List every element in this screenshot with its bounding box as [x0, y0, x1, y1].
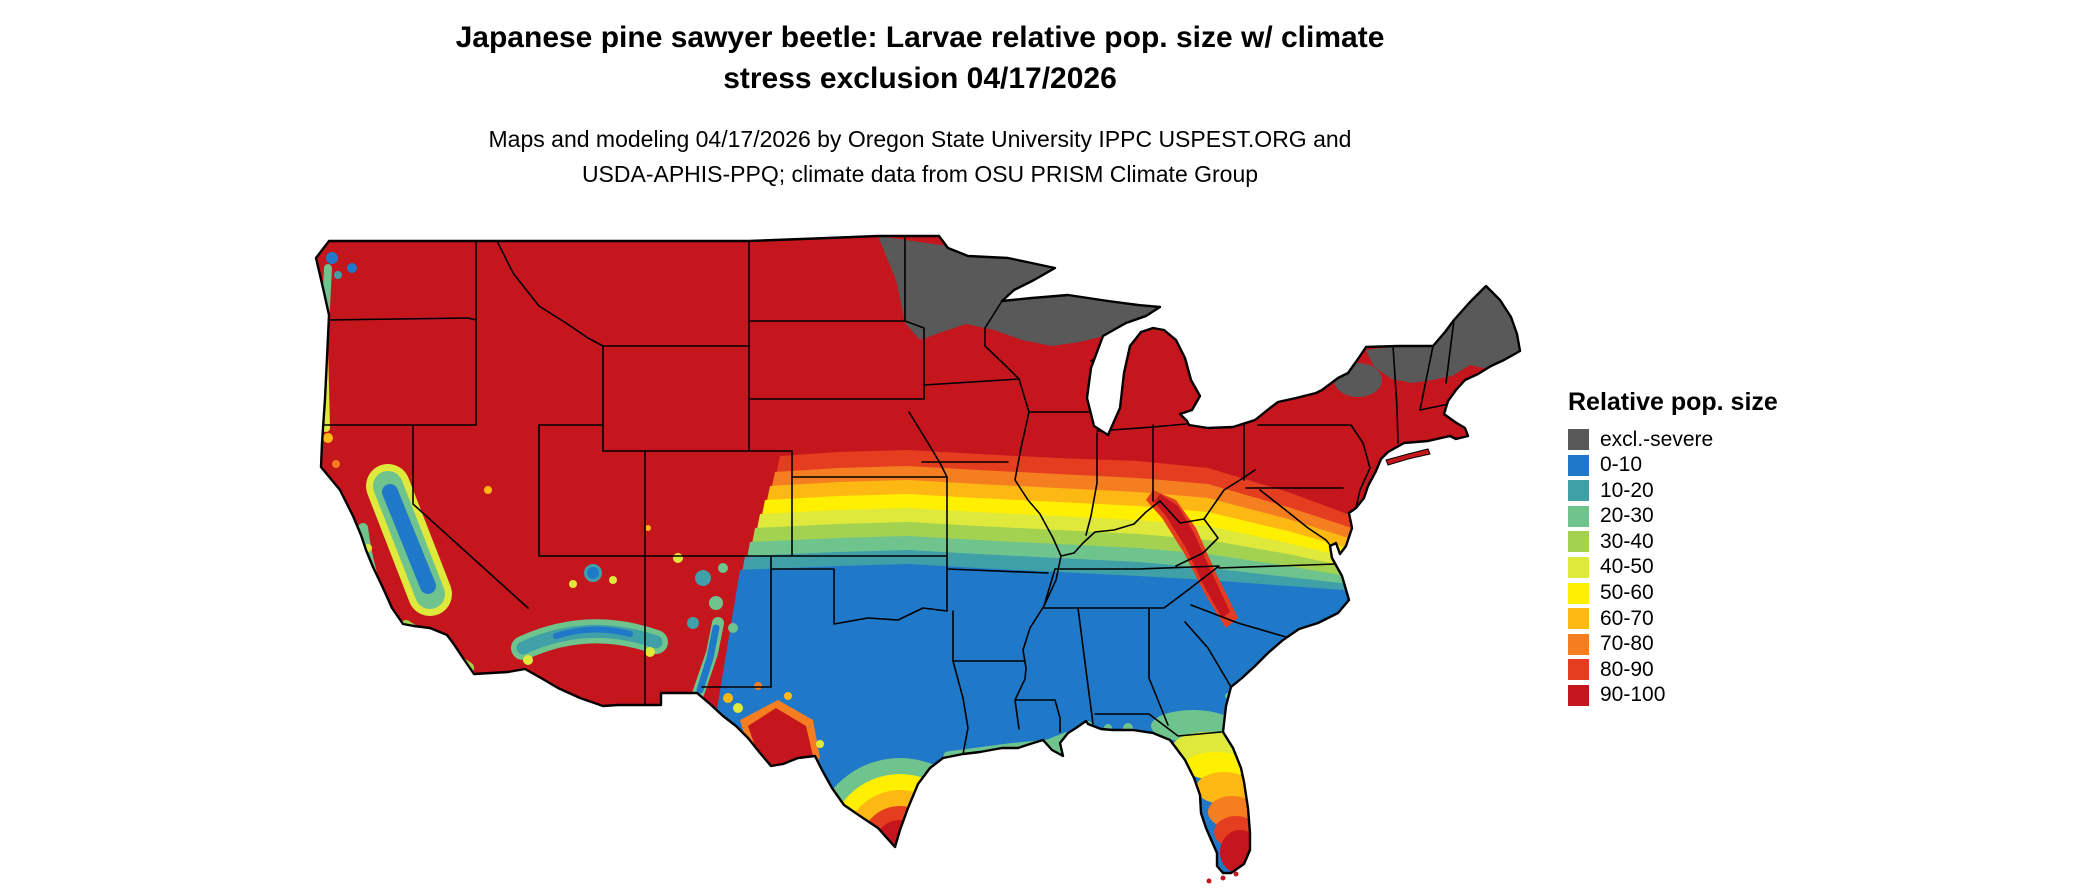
legend-label: 50-60	[1600, 581, 1654, 605]
florida-keys-dot	[1233, 871, 1239, 877]
legend-item: 70-80	[1568, 632, 1828, 656]
legend-item: 60-70	[1568, 606, 1828, 630]
legend-label: 10-20	[1600, 478, 1654, 502]
long-island	[1385, 448, 1431, 466]
florida-keys-dot	[1206, 878, 1212, 884]
legend-item: 50-60	[1568, 581, 1828, 605]
legend-item: 90-100	[1568, 683, 1828, 707]
state-border-lines	[324, 236, 1455, 755]
legend-swatch	[1568, 556, 1589, 578]
legend-title: Relative pop. size	[1568, 388, 1778, 416]
rio-grande-blue	[696, 624, 720, 694]
legend-label: 60-70	[1600, 606, 1654, 630]
state-borders	[324, 236, 1455, 755]
subtitle-line-2: USDA-APHIS-PPQ; climate data from OSU PR…	[581, 160, 1259, 187]
ca-valley-blue	[382, 484, 436, 594]
legend-swatch	[1568, 454, 1589, 476]
legend-item: excl.-severe	[1568, 427, 1828, 451]
page-subtitle: Maps and modeling 04/17/2026 by Oregon S…	[0, 122, 1840, 191]
legend-swatch	[1568, 505, 1589, 527]
legend-swatch	[1568, 684, 1589, 706]
us-map	[314, 234, 1522, 884]
legend: Relative pop. size excl.-severe 0-10 10-…	[1568, 388, 1828, 711]
florida-keys-dot	[1220, 875, 1226, 881]
legend-item: 10-20	[1568, 478, 1828, 502]
legend-swatch	[1568, 633, 1589, 655]
title-line-2: stress exclusion 04/17/2026	[723, 61, 1117, 95]
legend-item: 20-30	[1568, 504, 1828, 528]
legend-swatch	[1568, 608, 1589, 630]
legend-item: 40-50	[1568, 555, 1828, 579]
legend-item: 80-90	[1568, 657, 1828, 681]
fl-amber	[1196, 772, 1252, 804]
stx-redorange	[860, 806, 940, 873]
appalachian-core	[1154, 494, 1230, 618]
subtitle-line-1: Maps and modeling 04/17/2026 by Oregon S…	[488, 126, 1352, 152]
legend-label: 20-30	[1600, 504, 1654, 528]
legend-item: 30-40	[1568, 529, 1828, 553]
legend-swatch	[1568, 659, 1589, 681]
az-arc-blue	[553, 626, 633, 639]
legend-swatch	[1568, 582, 1589, 604]
legend-list: excl.-severe 0-10 10-20 20-30 30-40 40-5…	[1568, 427, 1828, 707]
gray-minnesota	[878, 236, 1160, 346]
us-outline	[314, 234, 1522, 875]
legend-label: 80-90	[1600, 657, 1654, 681]
legend-label: 70-80	[1600, 632, 1654, 656]
gray-adirondacks	[1334, 363, 1382, 397]
legend-swatch	[1568, 480, 1589, 502]
legend-label: 30-40	[1600, 529, 1654, 553]
legend-label: 40-50	[1600, 555, 1654, 579]
legend-swatch	[1568, 531, 1589, 553]
legend-item: 0-10	[1568, 453, 1828, 477]
legend-label: 0-10	[1600, 453, 1643, 477]
legend-label: excl.-severe	[1600, 427, 1714, 451]
page-title: Japanese pine sawyer beetle: Larvae rela…	[0, 18, 1840, 99]
title-line-1: Japanese pine sawyer beetle: Larvae rela…	[455, 21, 1385, 54]
legend-label: 90-100	[1600, 683, 1666, 707]
legend-swatch	[1568, 429, 1589, 450]
offshore-features	[1206, 448, 1431, 884]
